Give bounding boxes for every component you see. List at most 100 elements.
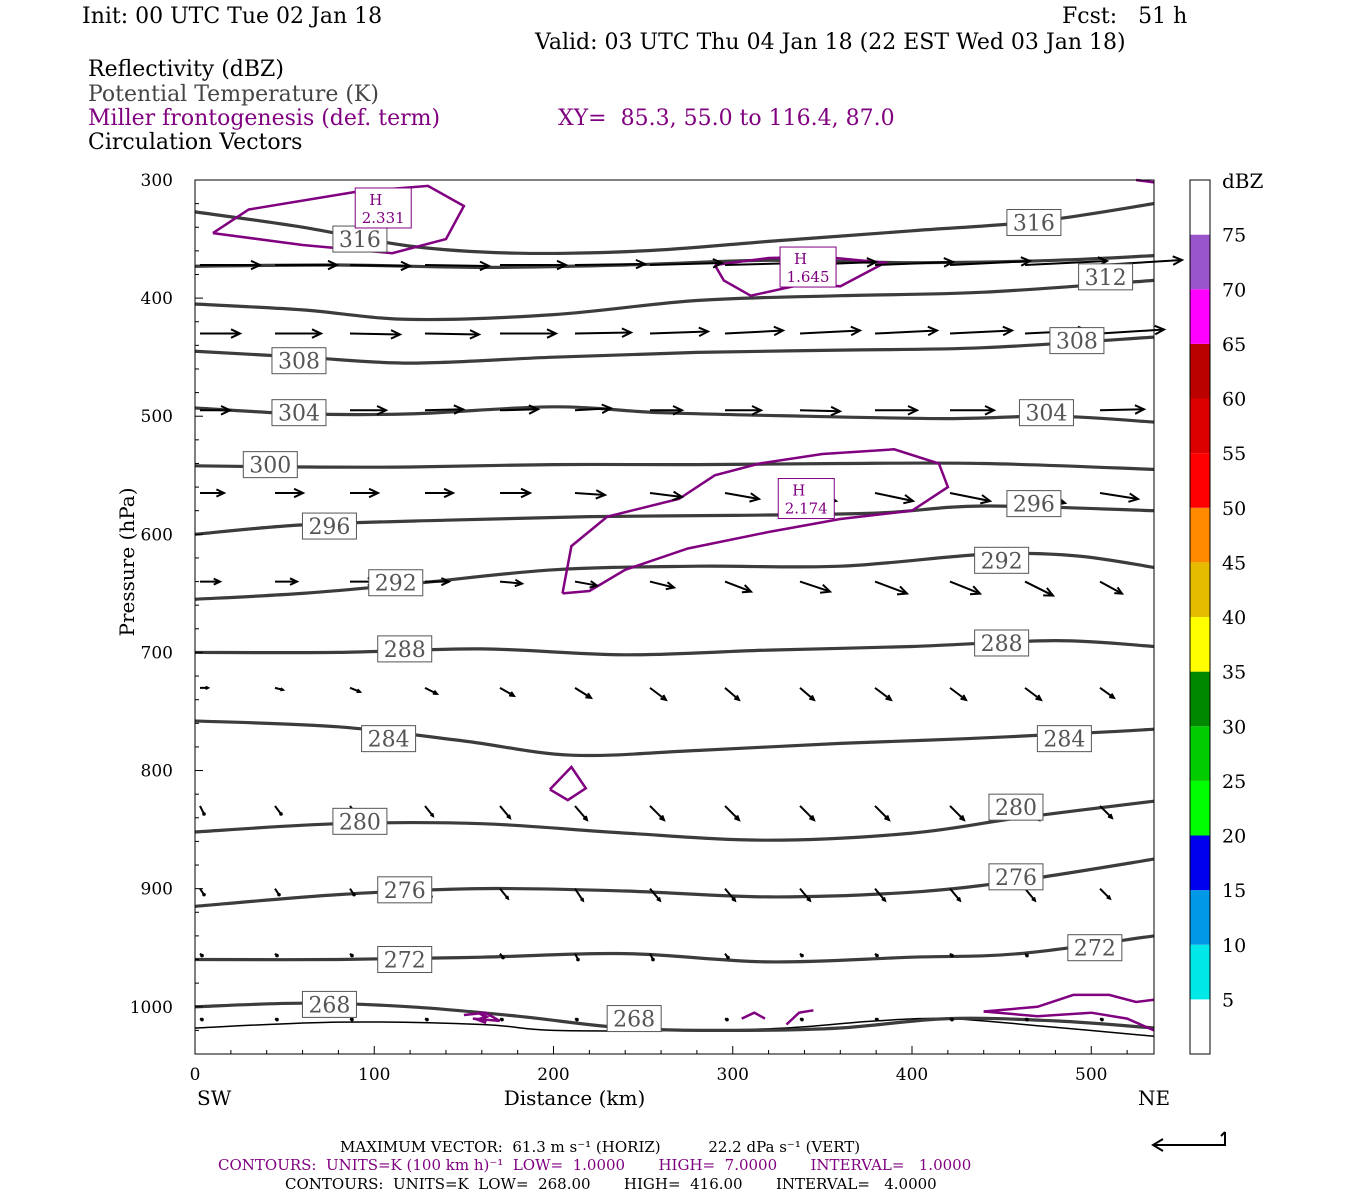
vector-head [520,487,533,499]
circulation-vector [874,888,887,903]
vector-head [659,815,666,822]
vector-head [582,815,589,822]
vector-head [390,329,403,340]
max-vector-note: MAXIMUM VECTOR: 61.3 m s⁻¹ (HORIZ) 22.2 … [340,1138,861,1156]
circulation-vector [1099,580,1125,595]
vector-head [250,259,263,271]
circulation-vector [424,329,482,340]
vector-head [875,953,879,958]
circulation-vector [200,488,227,498]
vector-shaft [1024,580,1054,597]
colorbar-unit: dBZ [1222,169,1264,193]
frontogenesis-max-value: 2.331 [362,209,405,227]
circulation-vector [425,577,452,587]
vector-shaft [874,492,914,502]
circulation-vector [1024,687,1043,702]
frontogenesis-max-value: 1.645 [787,268,830,286]
colorbar-swatch [1190,999,1210,1054]
vector-head [506,814,512,820]
vector-shaft [949,687,967,701]
vector-head [896,585,910,596]
isentrope-label-box [301,990,357,1018]
vector-head [656,897,662,903]
circulation-vector [424,805,435,818]
field-theta: Potential Temperature (K) [88,82,379,107]
circulation-vector [574,403,614,414]
circulation-vector [275,328,324,339]
y-tick-label: 400 [141,289,173,309]
vector-shaft [949,260,1031,267]
vector-head [453,404,466,415]
colorbar-tick-label: 15 [1222,880,1246,902]
colorbar-swatch [1190,343,1210,399]
frontogenesis-contour [473,1011,490,1025]
vector-head [830,405,843,417]
frontogenesis-max-box [779,246,837,288]
vector-head [1031,897,1037,903]
vector-head [514,578,525,588]
vector-head [576,957,580,962]
vector-head [875,1017,879,1022]
frontogenesis-contour [463,1011,501,1023]
circulation-vector [424,1017,429,1022]
vector-shaft [424,264,490,268]
vector-head [1172,255,1185,266]
colorbar-swatch [1190,234,1210,290]
colorbar-swatch [1190,398,1210,454]
y-tick-label: 800 [141,762,173,782]
vector-shaft [799,687,815,701]
vector-shaft [1024,260,1108,267]
isentrope-label: 288 [377,635,433,663]
colorbar-tick-label: 75 [1222,225,1246,247]
frontogenesis-max-label: H2.174 [777,478,835,520]
vector-shaft [574,888,584,902]
isentrope-label-box [242,451,298,479]
frontogenesis-contour [983,1010,1155,1032]
isentrope-label-text: 292 [375,572,417,597]
x-tick-label: 200 [537,1065,569,1085]
circulation-vector [649,953,655,962]
vector-shaft [874,329,938,335]
circulation-vector [1024,1017,1029,1022]
x-tick-label: 300 [717,1065,749,1085]
vector-head [635,258,648,270]
vector-shaft [1024,687,1042,701]
vector-head [712,258,725,269]
isentrope-label-text: 288 [981,632,1023,657]
circulation-vector [1099,687,1116,700]
circulation-vector [649,888,662,903]
colorbar-swatch [1190,617,1210,672]
isentrope-label-text: 272 [384,949,426,974]
vector-shaft [649,330,709,335]
forecast-hour: Fcst: 51 h [1062,4,1188,29]
isentrope-label-box [301,512,357,540]
vector-head [850,325,863,337]
circulation-vector [200,577,223,586]
vector-shaft [574,580,598,587]
vector-shaft [724,492,760,500]
circulation-vector [724,492,762,503]
isentrope-300 [194,461,1155,471]
vector-shaft [1099,687,1115,699]
vector-head [1020,256,1033,267]
isentrope-label-text: 280 [995,796,1037,821]
circulation-vector [725,405,764,416]
vector-head [280,687,286,692]
isentrope-label-text: 308 [278,350,320,375]
vector-head [800,953,804,958]
circulation-vector [274,805,283,816]
vector-head [907,405,920,416]
vector-head [200,1017,204,1022]
isentrope-label-box [377,876,433,904]
vector-shaft [574,331,632,335]
vector-shaft [649,687,667,701]
vector-head [1128,492,1141,503]
isentrope-label-text: 316 [339,228,381,253]
vector-head [556,259,569,271]
vector-head [950,953,954,958]
vector-shaft [1024,888,1036,902]
theta-contour-note: CONTOURS: UNITS=K LOW= 268.00 HIGH= 416.… [285,1175,937,1193]
colorbar-tick-label: 25 [1222,771,1246,793]
circulation-vector [1024,888,1037,903]
circulation-vector [949,952,954,958]
